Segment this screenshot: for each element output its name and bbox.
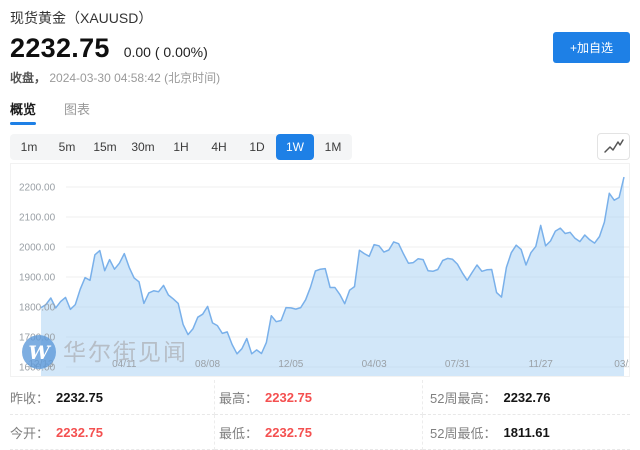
interval-1h[interactable]: 1H bbox=[173, 139, 189, 154]
price-chart[interactable]: 2200.002100.002000.001900.001800.001700.… bbox=[10, 163, 634, 377]
stat-cell-0-2: 52周最高： 2232.76 bbox=[423, 380, 630, 415]
y-axis-label: 1800.00 bbox=[19, 303, 56, 314]
interval-4h[interactable]: 4H bbox=[211, 139, 227, 154]
price-chart-svg[interactable]: 2200.002100.002000.001900.001800.001700.… bbox=[11, 164, 634, 376]
interval-1d[interactable]: 1D bbox=[249, 139, 265, 154]
close-status-label: 收盘， bbox=[10, 71, 47, 85]
watermark-text: 华尔街见闻 bbox=[63, 340, 188, 366]
stat-label: 今开： bbox=[10, 426, 50, 441]
interval-15m[interactable]: 15m bbox=[93, 139, 117, 154]
stat-label: 最高： bbox=[219, 391, 259, 406]
stat-value: 2232.76 bbox=[503, 390, 551, 405]
stat-value: 1811.61 bbox=[503, 425, 550, 440]
watermark-logo-letter: W bbox=[28, 342, 51, 364]
quote-header-left: 现货黄金（XAUUSD） 2232.75 0.00 ( 0.00%) 收盘， 2… bbox=[10, 8, 220, 86]
add-watchlist-button[interactable]: +加自选 bbox=[552, 32, 630, 63]
x-axis-label: 03/2 bbox=[614, 359, 629, 370]
y-axis-label: 2200.00 bbox=[19, 183, 56, 194]
stats-grid: 昨收： 2232.75 最高： 2232.75 52周最高： 2232.76 今开： 2232… bbox=[10, 380, 630, 450]
stat-value: 2232.75 bbox=[265, 390, 313, 405]
chart-toolbar: 1m 5m 15m 30m 1H 4H 1D 1W 1M bbox=[10, 133, 630, 160]
close-row: 收盘， 2024-03-30 04:58:42 (北京时间) bbox=[10, 69, 220, 86]
stat-label: 最低： bbox=[219, 426, 259, 441]
price-area bbox=[41, 177, 624, 376]
quote-header: 现货黄金（XAUUSD） 2232.75 0.00 ( 0.00%) 收盘， 2… bbox=[10, 8, 630, 86]
y-axis-label: 1900.00 bbox=[19, 273, 56, 284]
stat-cell-1-0: 今开： 2232.75 bbox=[10, 415, 215, 450]
watermark-logo-circle bbox=[22, 335, 56, 369]
chart-style-button[interactable] bbox=[597, 133, 630, 160]
interval-bar: 1m 5m 15m 30m 1H 4H 1D 1W 1M bbox=[10, 133, 352, 160]
x-axis-label: 07/31 bbox=[445, 359, 470, 370]
y-axis-label: 2000.00 bbox=[19, 243, 56, 254]
x-axis-label: 11/27 bbox=[529, 359, 554, 370]
stat-cell-0-0: 昨收： 2232.75 bbox=[10, 380, 215, 415]
stat-value: 2232.75 bbox=[265, 425, 313, 440]
x-axis-label: 04/11 bbox=[112, 359, 137, 370]
price-row: 2232.75 0.00 ( 0.00%) bbox=[10, 33, 220, 64]
interval-1m[interactable]: 1m bbox=[20, 139, 38, 154]
x-axis-label: 04/03 bbox=[362, 359, 387, 370]
stat-cell-1-1: 最低： 2232.75 bbox=[215, 415, 423, 450]
quote-change: 0.00 ( 0.00%) bbox=[123, 44, 208, 60]
quote-price: 2232.75 bbox=[10, 33, 110, 63]
stat-label: 昨收： bbox=[10, 391, 50, 406]
interval-30m[interactable]: 30m bbox=[131, 139, 155, 154]
stat-cell-1-2: 52周最低： 1811.61 bbox=[423, 415, 630, 450]
tab-overview[interactable]: 概览 bbox=[10, 99, 37, 125]
line-chart-icon bbox=[603, 138, 625, 156]
stat-value: 2232.75 bbox=[56, 390, 104, 405]
interval-1m[interactable]: 1M bbox=[324, 139, 342, 154]
stat-cell-0-1: 最高： 2232.75 bbox=[215, 380, 423, 415]
y-axis-label: 2100.00 bbox=[19, 213, 56, 224]
x-axis-label: 08/08 bbox=[195, 359, 220, 370]
stat-value: 2232.75 bbox=[56, 425, 104, 440]
tab-chart[interactable]: 图表 bbox=[64, 102, 91, 117]
price-line bbox=[40, 176, 625, 355]
interval-1w[interactable]: 1W bbox=[276, 133, 314, 160]
stat-label: 52周最低： bbox=[430, 426, 497, 441]
close-time: 2024-03-30 04:58:42 (北京时间) bbox=[49, 71, 221, 85]
interval-5m[interactable]: 5m bbox=[58, 139, 76, 154]
x-axis-label: 12/05 bbox=[278, 359, 303, 370]
view-tabs: 概览 图表 bbox=[10, 99, 630, 125]
stat-label: 52周最高： bbox=[430, 391, 497, 406]
quote-title: 现货黄金（XAUUSD） bbox=[10, 10, 153, 26]
